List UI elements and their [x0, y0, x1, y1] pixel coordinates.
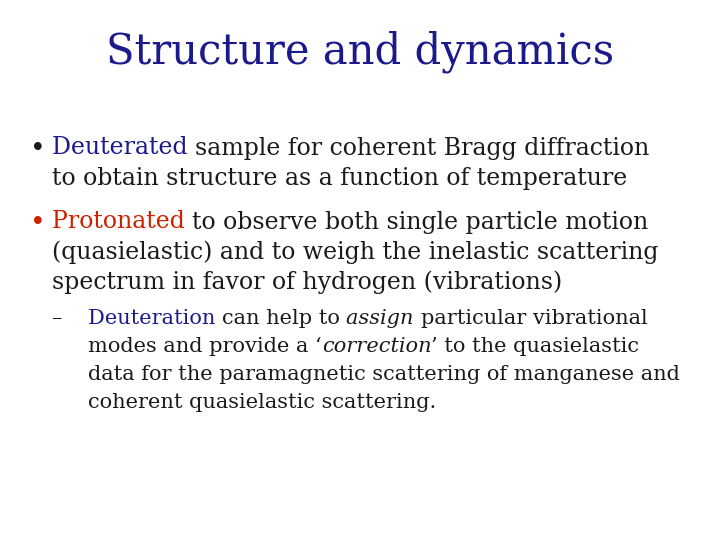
- Text: particular vibrational: particular vibrational: [420, 308, 647, 327]
- Text: •: •: [30, 136, 46, 160]
- Text: –: –: [52, 308, 69, 327]
- Text: can help to: can help to: [222, 308, 346, 327]
- Text: data for the paramagnetic scattering of manganese and: data for the paramagnetic scattering of …: [88, 364, 680, 383]
- Text: modes and provide a ‘: modes and provide a ‘: [88, 336, 322, 355]
- Text: correction: correction: [322, 336, 431, 355]
- Text: coherent quasielastic scattering.: coherent quasielastic scattering.: [88, 393, 436, 411]
- Text: sample for coherent Bragg diffraction: sample for coherent Bragg diffraction: [195, 137, 649, 159]
- Text: ’ to the quasielastic: ’ to the quasielastic: [431, 336, 639, 355]
- Text: assign: assign: [346, 308, 420, 327]
- Text: (quasielastic) and to weigh the inelastic scattering: (quasielastic) and to weigh the inelasti…: [52, 240, 659, 264]
- Text: to observe both single particle motion: to observe both single particle motion: [192, 211, 649, 233]
- Text: Deuteration: Deuteration: [88, 308, 222, 327]
- Text: spectrum in favor of hydrogen (vibrations): spectrum in favor of hydrogen (vibration…: [52, 270, 562, 294]
- Text: •: •: [30, 210, 46, 234]
- Text: Structure and dynamics: Structure and dynamics: [106, 31, 614, 73]
- Text: to obtain structure as a function of temperature: to obtain structure as a function of tem…: [52, 166, 627, 190]
- Text: Deuterated: Deuterated: [52, 137, 195, 159]
- Text: Protonated: Protonated: [52, 211, 192, 233]
